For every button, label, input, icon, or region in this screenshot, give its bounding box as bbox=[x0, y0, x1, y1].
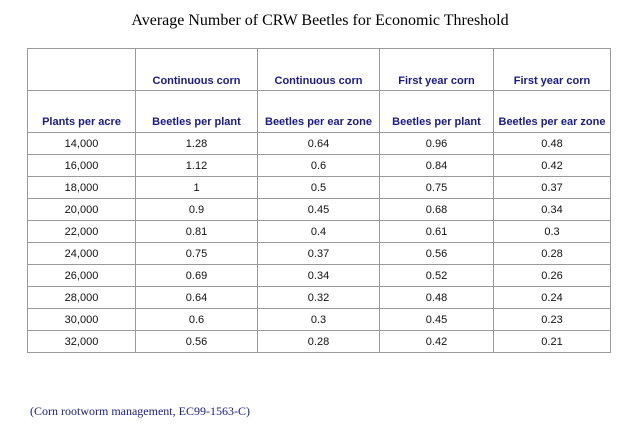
header-row-measure: Plants per acre Beetles per plant Beetle… bbox=[27, 90, 611, 133]
table-cell: 0.26 bbox=[493, 264, 611, 287]
table-cell: 1 bbox=[135, 176, 258, 199]
table-row: 28,000 0.64 0.32 0.48 0.24 bbox=[27, 286, 611, 309]
table-cell: 0.6 bbox=[135, 308, 258, 331]
table-cell: 0.3 bbox=[493, 220, 611, 243]
table-row: 22,000 0.81 0.4 0.61 0.3 bbox=[27, 220, 611, 243]
table-cell: 0.61 bbox=[379, 220, 494, 243]
table-cell: 26,000 bbox=[27, 264, 136, 287]
table-cell: 0.81 bbox=[135, 220, 258, 243]
table-cell: 0.28 bbox=[257, 330, 380, 353]
source-citation: (Corn rootworm management, EC99-1563-C) bbox=[30, 404, 250, 418]
table-cell: 0.34 bbox=[257, 264, 380, 287]
table-cell: 0.84 bbox=[379, 154, 494, 177]
table-row: 18,000 1 0.5 0.75 0.37 bbox=[27, 176, 611, 199]
table-cell: 32,000 bbox=[27, 330, 136, 353]
table-cell: 1.28 bbox=[135, 132, 258, 155]
table-row: 32,000 0.56 0.28 0.42 0.21 bbox=[27, 330, 611, 353]
table-cell: 0.9 bbox=[135, 198, 258, 221]
header-cell: Continuous corn bbox=[257, 48, 380, 91]
table-row: 16,000 1.12 0.6 0.84 0.42 bbox=[27, 154, 611, 177]
header-cell: Beetles per plant bbox=[379, 90, 494, 133]
table-cell: 0.45 bbox=[257, 198, 380, 221]
table-row: 24,000 0.75 0.37 0.56 0.28 bbox=[27, 242, 611, 265]
table-cell: 22,000 bbox=[27, 220, 136, 243]
table-cell: 0.45 bbox=[379, 308, 494, 331]
table-row: 20,000 0.9 0.45 0.68 0.34 bbox=[27, 198, 611, 221]
header-cell: Beetles per ear zone bbox=[493, 90, 611, 133]
table-cell: 0.48 bbox=[493, 132, 611, 155]
table-row: 26,000 0.69 0.34 0.52 0.26 bbox=[27, 264, 611, 287]
table-cell: 0.48 bbox=[379, 286, 494, 309]
table-row: 14,000 1.28 0.64 0.96 0.48 bbox=[27, 132, 611, 155]
table-cell: 0.42 bbox=[379, 330, 494, 353]
header-cell bbox=[27, 48, 136, 91]
table-cell: 0.32 bbox=[257, 286, 380, 309]
table-cell: 0.69 bbox=[135, 264, 258, 287]
table-cell: 0.56 bbox=[379, 242, 494, 265]
table-cell: 14,000 bbox=[27, 132, 136, 155]
table-cell: 0.6 bbox=[257, 154, 380, 177]
table-cell: 0.64 bbox=[257, 132, 380, 155]
table-cell: 0.21 bbox=[493, 330, 611, 353]
table-cell: 30,000 bbox=[27, 308, 136, 331]
table-row: 30,000 0.6 0.3 0.45 0.23 bbox=[27, 308, 611, 331]
table-cell: 0.64 bbox=[135, 286, 258, 309]
header-cell: First year corn bbox=[379, 48, 494, 91]
table-cell: 28,000 bbox=[27, 286, 136, 309]
table-cell: 0.24 bbox=[493, 286, 611, 309]
table-cell: 0.42 bbox=[493, 154, 611, 177]
table-cell: 1.12 bbox=[135, 154, 258, 177]
table-cell: 0.3 bbox=[257, 308, 380, 331]
header-cell: Continuous corn bbox=[135, 48, 258, 91]
table-cell: 0.37 bbox=[493, 176, 611, 199]
table-cell: 0.56 bbox=[135, 330, 258, 353]
table-cell: 18,000 bbox=[27, 176, 136, 199]
table-cell: 0.68 bbox=[379, 198, 494, 221]
header-cell: First year corn bbox=[493, 48, 611, 91]
table-cell: 0.23 bbox=[493, 308, 611, 331]
table-cell: 0.37 bbox=[257, 242, 380, 265]
table-cell: 0.52 bbox=[379, 264, 494, 287]
table-cell: 16,000 bbox=[27, 154, 136, 177]
table-cell: 0.75 bbox=[379, 176, 494, 199]
table-cell: 0.5 bbox=[257, 176, 380, 199]
header-row-crop: Continuous corn Continuous corn First ye… bbox=[27, 48, 611, 91]
table-cell: 24,000 bbox=[27, 242, 136, 265]
beetle-threshold-table: Continuous corn Continuous corn First ye… bbox=[27, 48, 611, 353]
table-cell: 0.34 bbox=[493, 198, 611, 221]
table-cell: 0.28 bbox=[493, 242, 611, 265]
page-title: Average Number of CRW Beetles for Econom… bbox=[131, 12, 509, 29]
table-cell: 0.96 bbox=[379, 132, 494, 155]
table-body: 14,000 1.28 0.64 0.96 0.48 16,000 1.12 0.6 0.84 0… bbox=[27, 132, 611, 353]
table-cell: 0.75 bbox=[135, 242, 258, 265]
table-cell: 0.4 bbox=[257, 220, 380, 243]
header-cell: Plants per acre bbox=[27, 90, 136, 133]
header-cell: Beetles per plant bbox=[135, 90, 258, 133]
table-cell: 20,000 bbox=[27, 198, 136, 221]
header-cell: Beetles per ear zone bbox=[257, 90, 380, 133]
